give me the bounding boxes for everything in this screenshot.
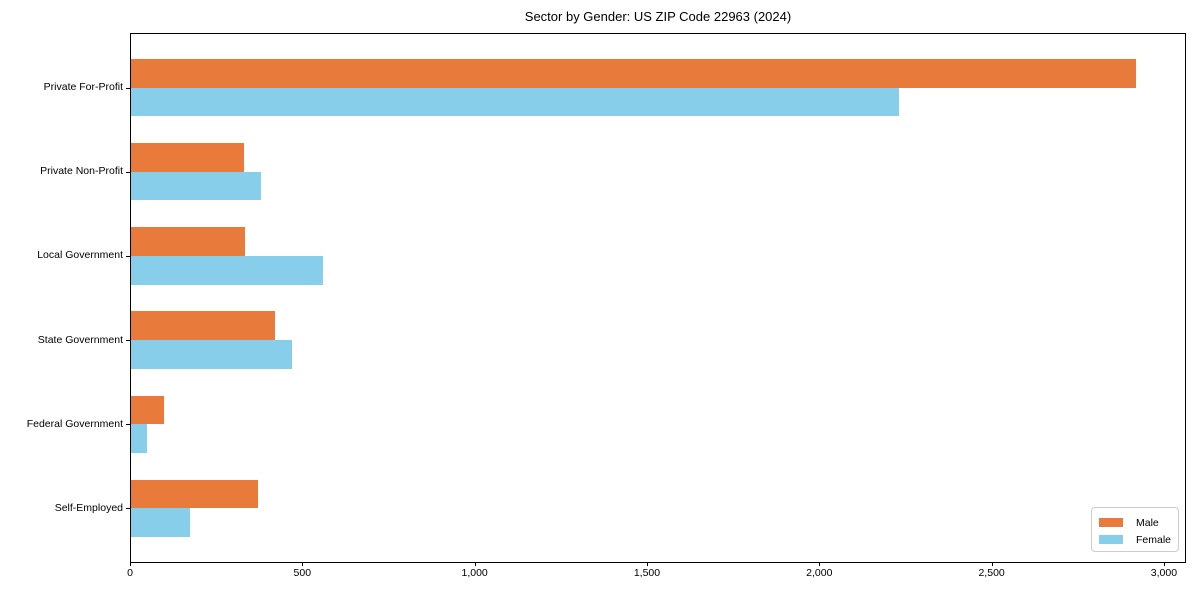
x-tick-mark [130, 562, 131, 566]
legend-entry-female: Female [1099, 531, 1178, 548]
x-tick-label: 2,000 [806, 567, 833, 579]
x-tick-label: 2,500 [978, 567, 1005, 579]
y-tick-label: Self-Employed [54, 501, 123, 514]
y-tick-mark [126, 340, 130, 342]
plot-area [130, 33, 1186, 563]
x-tick-mark [991, 562, 993, 566]
x-tick-label: 500 [293, 567, 312, 579]
x-tick-label: 3,000 [1150, 567, 1178, 579]
x-tick-label: 0 [127, 567, 133, 579]
legend-swatch-male [1099, 518, 1123, 527]
bar-female-4 [131, 340, 292, 369]
bar-female-6 [131, 508, 191, 537]
bar-male-4 [131, 311, 275, 341]
y-tick-mark [126, 508, 130, 510]
bar-male-5 [131, 395, 165, 425]
y-tick-mark [126, 171, 130, 173]
x-tick-mark [646, 562, 648, 566]
y-tick-label: State Government [37, 333, 123, 346]
bar-female-2 [131, 171, 261, 201]
bar-female-1 [131, 87, 899, 117]
x-tick-mark [474, 562, 476, 566]
chart-title: Sector by Gender: US ZIP Code 22963 (202… [524, 9, 792, 24]
x-tick-label: 1,000 [461, 567, 488, 579]
legend-swatch-female [1099, 535, 1123, 544]
legend-label: Male [1136, 516, 1159, 529]
legend: Male Female [1091, 507, 1179, 552]
y-tick-mark [126, 87, 130, 89]
bar-male-3 [131, 227, 246, 256]
legend-entry-male: Male [1099, 514, 1178, 531]
bar-female-5 [131, 424, 148, 453]
bar-female-3 [131, 255, 323, 285]
y-tick-label: Local Government [37, 249, 123, 262]
bar-male-2 [131, 143, 244, 172]
bar-male-6 [131, 479, 258, 509]
y-tick-label: Private Non-Profit [40, 165, 123, 178]
x-tick-mark [819, 562, 821, 566]
legend-label: Female [1136, 533, 1172, 546]
bar-male-1 [131, 59, 1137, 88]
y-tick-label: Federal Government [26, 417, 123, 430]
x-tick-mark [302, 562, 304, 566]
x-tick-label: 1,500 [633, 567, 661, 579]
y-tick-label: Private For-Profit [43, 81, 123, 94]
x-tick-mark [1163, 562, 1165, 566]
y-tick-mark [126, 255, 130, 257]
y-tick-mark [126, 424, 130, 426]
